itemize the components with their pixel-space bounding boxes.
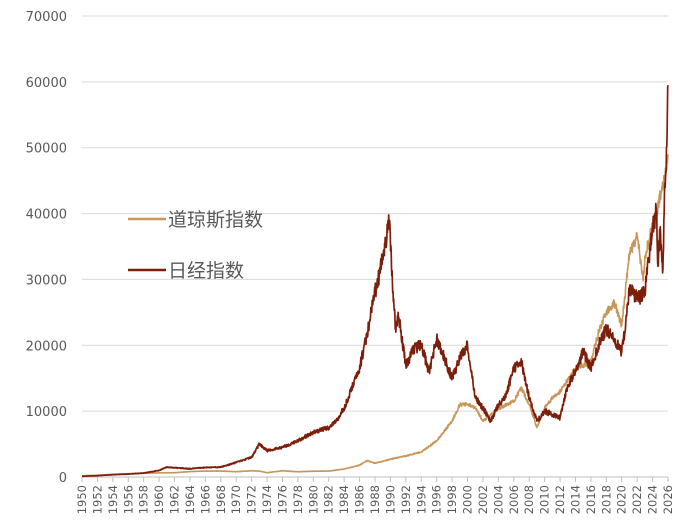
x-tick-label-2020: 2020 xyxy=(615,485,629,514)
x-tick-label-1960: 1960 xyxy=(152,485,166,514)
x-tick-label-1978: 1978 xyxy=(291,485,305,514)
x-tick-label-1970: 1970 xyxy=(229,485,243,514)
x-tick-label-1964: 1964 xyxy=(183,485,197,514)
x-tick-label-2018: 2018 xyxy=(599,485,613,514)
y-axis-ticks: 0 10000 20000 30000 40000 50000 60000 70000 xyxy=(26,10,67,486)
legend-label-dow-jones: 道琼斯指数 xyxy=(168,209,263,231)
y-tick-label-30000: 30000 xyxy=(26,273,67,288)
x-tick-label-1984: 1984 xyxy=(337,485,351,514)
x-tick-label-1958: 1958 xyxy=(137,485,151,514)
y-tick-label-60000: 60000 xyxy=(26,76,67,91)
x-tick-label-2022: 2022 xyxy=(630,485,644,514)
x-tick-label-1966: 1966 xyxy=(198,485,212,514)
y-tick-label-20000: 20000 xyxy=(26,339,67,354)
y-tick-label-0: 0 xyxy=(59,471,67,486)
x-tick-label-1986: 1986 xyxy=(353,485,367,514)
x-tick-label-1968: 1968 xyxy=(214,485,228,514)
x-tick-label-2000: 2000 xyxy=(461,485,475,514)
x-tick-label-2004: 2004 xyxy=(491,485,505,514)
x-tick-label-1998: 1998 xyxy=(445,485,459,514)
y-tick-label-40000: 40000 xyxy=(26,208,67,223)
x-tick-label-1988: 1988 xyxy=(368,485,382,514)
x-tick-label-2002: 2002 xyxy=(476,485,490,514)
series-line-nikkei xyxy=(81,85,669,478)
x-tick-label-2014: 2014 xyxy=(568,485,582,514)
x-tick-label-1994: 1994 xyxy=(414,485,428,514)
x-tick-label-1996: 1996 xyxy=(430,485,444,514)
x-tick-label-1974: 1974 xyxy=(260,485,274,514)
grid-lines xyxy=(82,15,668,478)
y-tick-label-70000: 70000 xyxy=(26,10,67,25)
x-tick-label-1962: 1962 xyxy=(168,485,182,514)
x-tick-label-2012: 2012 xyxy=(553,485,567,514)
x-tick-label-2006: 2006 xyxy=(507,485,521,514)
legend-label-nikkei: 日经指数 xyxy=(168,260,244,282)
x-tick-label-1990: 1990 xyxy=(383,485,397,514)
x-tick-label-1992: 1992 xyxy=(399,485,413,514)
y-tick-label-50000: 50000 xyxy=(26,142,67,157)
legend: 道琼斯指数 日经指数 xyxy=(128,209,263,282)
x-axis-ticks: 1950 1952 1954 1956 1958 1960 1962 1964 1966 1968… xyxy=(75,477,675,514)
x-tick-label-2008: 2008 xyxy=(522,485,536,514)
x-tick-label-1956: 1956 xyxy=(121,485,135,514)
series-line-dow-jones xyxy=(81,154,669,477)
x-tick-label-1954: 1954 xyxy=(106,485,120,514)
x-tick-label-2016: 2016 xyxy=(584,485,598,514)
x-tick-label-1972: 1972 xyxy=(245,485,259,514)
x-tick-label-2024: 2024 xyxy=(646,485,660,514)
x-tick-label-1982: 1982 xyxy=(322,485,336,514)
x-tick-label-1950: 1950 xyxy=(75,485,89,514)
x-tick-label-2026: 2026 xyxy=(661,485,675,514)
y-tick-label-10000: 10000 xyxy=(26,405,67,420)
x-tick-label-1980: 1980 xyxy=(306,485,320,514)
x-tick-label-2010: 2010 xyxy=(538,485,552,514)
x-tick-label-1976: 1976 xyxy=(275,485,289,514)
series-lines xyxy=(81,85,669,478)
x-tick-label-1952: 1952 xyxy=(90,485,104,514)
